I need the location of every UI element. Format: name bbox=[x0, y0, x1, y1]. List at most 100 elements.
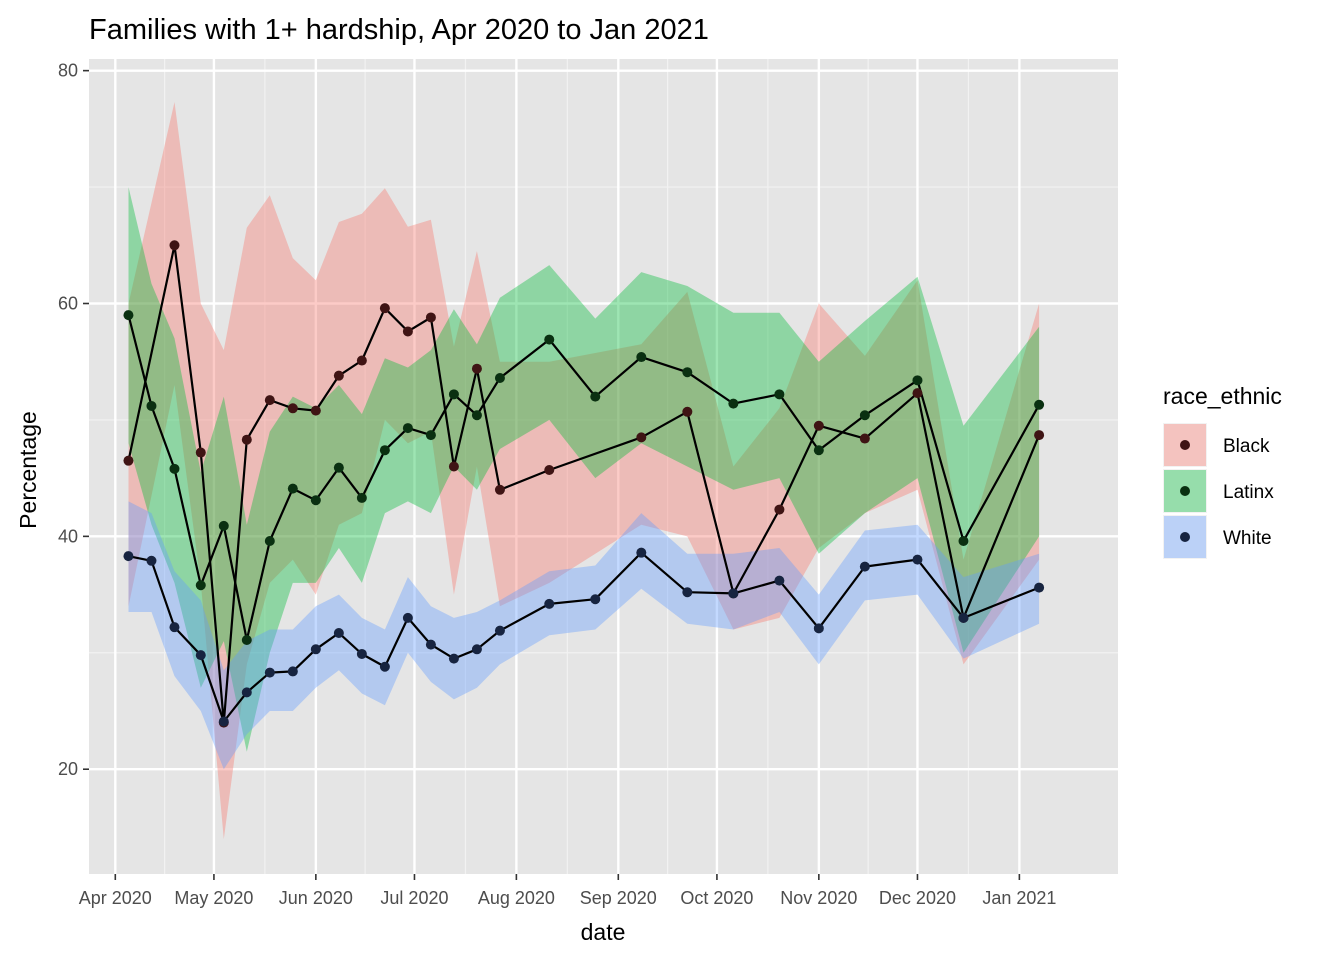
point-latinx bbox=[379, 445, 390, 456]
ribbon-latinx bbox=[128, 187, 1040, 752]
legend-items: Black Latinx White bbox=[1163, 423, 1274, 559]
point-black bbox=[425, 312, 436, 323]
grid-major bbox=[89, 59, 1118, 874]
point-latinx bbox=[264, 536, 275, 547]
point-latinx bbox=[169, 463, 180, 474]
y-tick-label: 80 bbox=[58, 61, 78, 81]
legend-label-latinx: Latinx bbox=[1223, 482, 1274, 503]
point-black bbox=[774, 504, 785, 515]
legend-key-point-white bbox=[1180, 532, 1190, 542]
x-tick-label: Jan 2021 bbox=[982, 888, 1056, 908]
point-latinx bbox=[1034, 399, 1045, 410]
x-tick-label: Dec 2020 bbox=[879, 888, 956, 908]
point-latinx bbox=[123, 310, 134, 321]
point-white bbox=[287, 666, 298, 677]
point-latinx bbox=[195, 580, 206, 591]
ribbon-black bbox=[128, 102, 1040, 840]
point-latinx bbox=[356, 492, 367, 503]
point-black bbox=[682, 406, 693, 417]
point-white bbox=[471, 644, 482, 655]
point-black bbox=[195, 447, 206, 458]
y-axis-title: Percentage bbox=[15, 411, 41, 529]
legend-key-point-black bbox=[1180, 440, 1190, 450]
point-latinx bbox=[218, 520, 229, 531]
point-white bbox=[728, 588, 739, 599]
x-tick-label: Oct 2020 bbox=[680, 888, 753, 908]
point-white bbox=[544, 598, 555, 609]
point-black bbox=[333, 370, 344, 381]
point-white bbox=[123, 551, 134, 562]
point-latinx bbox=[287, 483, 298, 494]
point-black bbox=[169, 240, 180, 251]
point-white bbox=[356, 648, 367, 659]
point-black bbox=[287, 403, 298, 414]
point-black bbox=[264, 395, 275, 406]
point-black bbox=[636, 432, 647, 443]
y-tick-label: 60 bbox=[58, 294, 78, 314]
point-white bbox=[813, 623, 824, 634]
point-white bbox=[333, 627, 344, 638]
point-black bbox=[471, 363, 482, 374]
point-white bbox=[912, 554, 923, 565]
point-white bbox=[1034, 582, 1045, 593]
y-tick-label: 20 bbox=[58, 759, 78, 779]
point-latinx bbox=[448, 389, 459, 400]
point-black bbox=[494, 484, 505, 495]
legend-key-point-latinx bbox=[1180, 486, 1190, 496]
point-latinx bbox=[425, 430, 436, 441]
x-tick-label: May 2020 bbox=[174, 888, 253, 908]
y-axis: 20 40 60 80 bbox=[58, 61, 89, 779]
point-latinx bbox=[682, 367, 693, 378]
series-points bbox=[123, 240, 1045, 728]
point-black bbox=[813, 420, 824, 431]
point-latinx bbox=[774, 389, 785, 400]
confidence-ribbons bbox=[128, 102, 1040, 840]
point-black bbox=[310, 405, 321, 416]
point-white bbox=[169, 622, 180, 633]
point-white bbox=[682, 587, 693, 598]
point-white bbox=[590, 594, 601, 605]
legend-label-black: Black bbox=[1223, 436, 1270, 457]
line-latinx bbox=[127, 314, 1041, 642]
point-black bbox=[448, 461, 459, 472]
point-white bbox=[859, 561, 870, 572]
point-latinx bbox=[494, 373, 505, 384]
point-black bbox=[912, 388, 923, 399]
point-latinx bbox=[241, 634, 252, 645]
point-latinx bbox=[146, 400, 157, 411]
ribbon-white bbox=[128, 501, 1040, 770]
point-white bbox=[310, 644, 321, 655]
point-latinx bbox=[912, 375, 923, 386]
point-white bbox=[774, 575, 785, 586]
point-latinx bbox=[402, 423, 413, 434]
x-tick-label: Jul 2020 bbox=[380, 888, 448, 908]
point-latinx bbox=[728, 398, 739, 409]
point-latinx bbox=[333, 462, 344, 473]
point-black bbox=[241, 434, 252, 445]
point-white bbox=[425, 639, 436, 650]
legend: race_ethnic Black Latinx White bbox=[1163, 383, 1282, 559]
x-tick-label: Jun 2020 bbox=[279, 888, 353, 908]
point-black bbox=[1034, 430, 1045, 441]
x-axis-title: date bbox=[581, 919, 626, 945]
point-white bbox=[146, 555, 157, 566]
point-white bbox=[636, 547, 647, 558]
point-white bbox=[958, 612, 969, 623]
point-latinx bbox=[471, 410, 482, 421]
grid-minor bbox=[89, 59, 1118, 874]
point-black bbox=[379, 303, 390, 314]
legend-label-white: White bbox=[1223, 528, 1272, 549]
point-black bbox=[402, 326, 413, 337]
point-black bbox=[123, 455, 134, 466]
point-latinx bbox=[958, 536, 969, 547]
x-axis: Apr 2020 May 2020 Jun 2020 Jul 2020 Aug 2020… bbox=[79, 874, 1056, 908]
point-black bbox=[859, 433, 870, 444]
plot-panel bbox=[89, 59, 1118, 874]
point-white bbox=[264, 667, 275, 678]
x-tick-label: Apr 2020 bbox=[79, 888, 152, 908]
point-white bbox=[241, 687, 252, 698]
legend-title: race_ethnic bbox=[1163, 383, 1282, 409]
y-tick-label: 40 bbox=[58, 526, 78, 546]
point-latinx bbox=[636, 352, 647, 363]
